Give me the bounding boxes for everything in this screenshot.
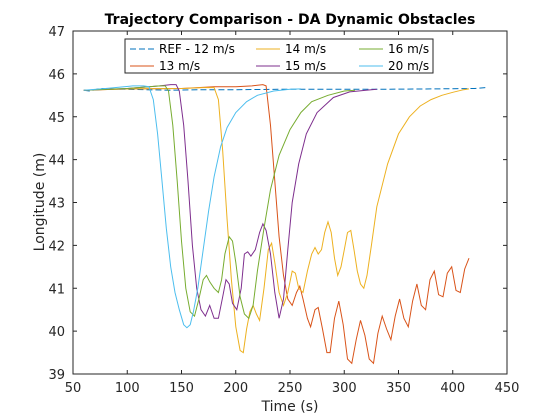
y-tick-labels: 39 40 41 42 43 44 45 46 47 <box>48 25 65 383</box>
axes <box>72 30 508 375</box>
y-tick-label: 44 <box>48 154 65 169</box>
y-tick-label: 41 <box>48 282 65 297</box>
series-line-2 <box>83 87 470 354</box>
x-axis-label: Time (s) <box>261 399 319 415</box>
y-tick-label: 46 <box>48 68 65 83</box>
x-tick-labels: 50 100 150 200 250 300 350 400 450 <box>65 381 520 396</box>
series-line-1 <box>83 84 470 365</box>
series-line-4 <box>83 85 356 320</box>
y-axis-label: Longitude (m) <box>32 153 48 252</box>
x-tick-label: 50 <box>65 381 82 396</box>
legend-label: 15 m/s <box>285 59 326 73</box>
series-line-0 <box>83 87 486 92</box>
y-tick-label: 39 <box>48 368 65 383</box>
legend-label: 20 m/s <box>388 59 429 73</box>
x-tick-label: 150 <box>169 381 194 396</box>
legend-label: 14 m/s <box>285 42 326 56</box>
y-tick-label: 47 <box>48 25 65 40</box>
series-lines <box>83 84 486 365</box>
chart-title: Trajectory Comparison - DA Dynamic Obsta… <box>105 12 476 28</box>
x-tick-label: 250 <box>278 381 303 396</box>
y-tick-label: 45 <box>48 111 65 126</box>
legend-label: 13 m/s <box>159 59 200 73</box>
series-line-5 <box>83 85 301 329</box>
series-line-3 <box>83 84 377 319</box>
x-tick-label: 300 <box>332 381 357 396</box>
y-tick-label: 40 <box>48 325 65 340</box>
x-tick-label: 200 <box>223 381 248 396</box>
x-tick-label: 100 <box>115 381 140 396</box>
x-tick-label: 400 <box>440 381 465 396</box>
x-tick-label: 350 <box>386 381 411 396</box>
legend-label: REF - 12 m/s <box>159 42 235 56</box>
legend-box <box>124 38 434 74</box>
x-tick-label: 450 <box>495 381 520 396</box>
legend: REF - 12 m/s 14 m/s 16 m/s 13 m/s 15 m/s 20 m… <box>124 38 434 74</box>
legend-label: 16 m/s <box>388 42 429 56</box>
y-tick-label: 43 <box>48 197 65 212</box>
plot-area <box>73 31 507 374</box>
y-tick-label: 42 <box>48 239 65 254</box>
